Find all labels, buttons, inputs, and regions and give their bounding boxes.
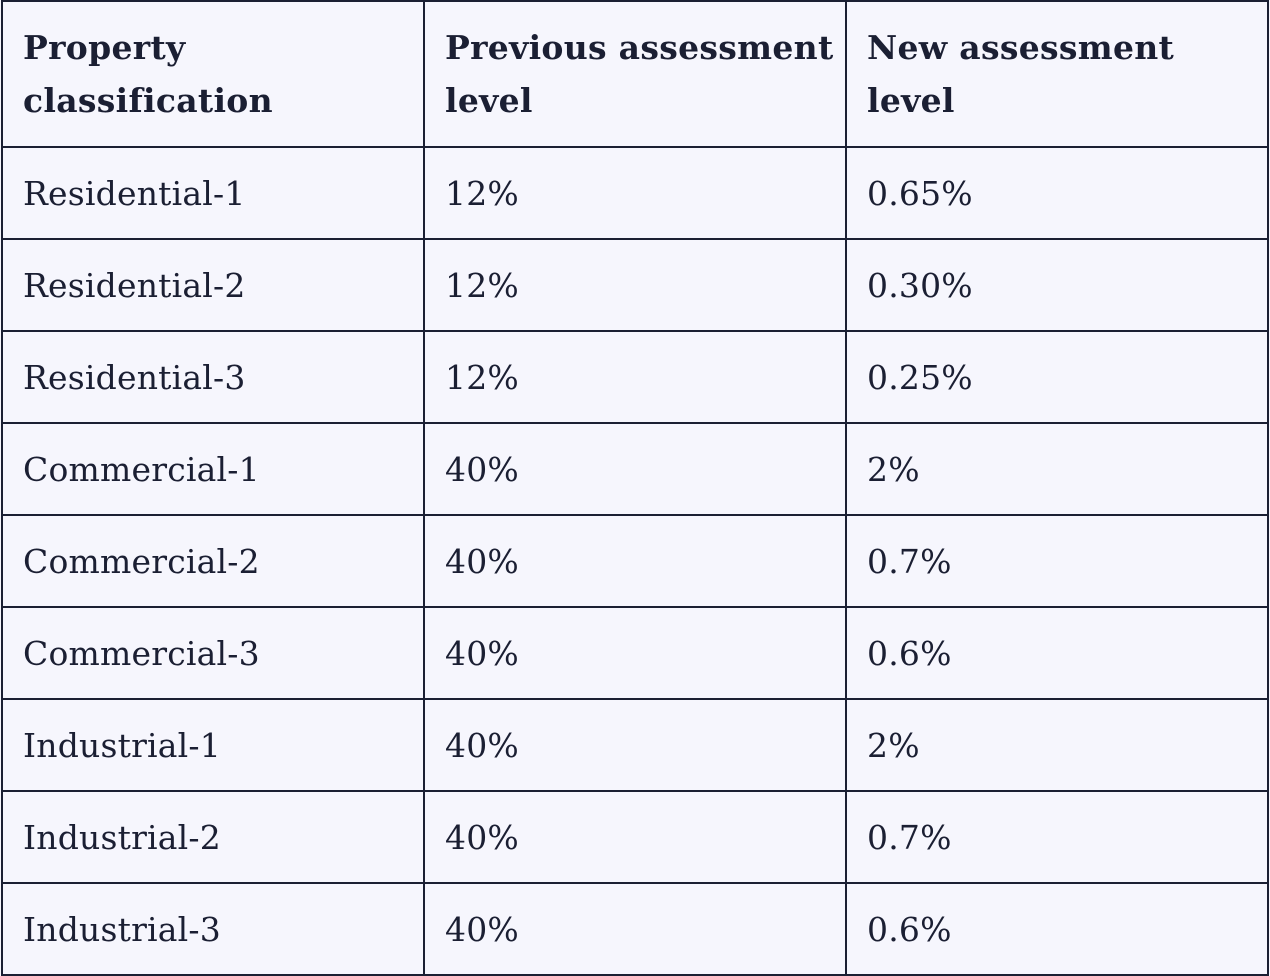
cell-new-level: 0.65% xyxy=(845,146,1269,240)
cell-new-level: 0.6% xyxy=(845,882,1269,976)
cell-previous-level: 40% xyxy=(423,698,847,792)
cell-classification: Commercial-3 xyxy=(1,606,425,700)
table-row: Residential-2 12% 0.30% xyxy=(1,238,1269,332)
cell-classification: Industrial-1 xyxy=(1,698,425,792)
cell-classification: Industrial-2 xyxy=(1,790,425,884)
cell-previous-level: 12% xyxy=(423,330,847,424)
table-row: Commercial-2 40% 0.7% xyxy=(1,514,1269,608)
table-row: Industrial-2 40% 0.7% xyxy=(1,790,1269,884)
table-row: Commercial-3 40% 0.6% xyxy=(1,606,1269,700)
cell-new-level: 0.30% xyxy=(845,238,1269,332)
table-row: Industrial-1 40% 2% xyxy=(1,698,1269,792)
cell-classification: Industrial-3 xyxy=(1,882,425,976)
cell-previous-level: 12% xyxy=(423,238,847,332)
cell-previous-level: 12% xyxy=(423,146,847,240)
cell-previous-level: 40% xyxy=(423,882,847,976)
header-row: Property classification Previous assessm… xyxy=(1,0,1269,148)
cell-classification: Commercial-2 xyxy=(1,514,425,608)
table-row: Industrial-3 40% 0.6% xyxy=(1,882,1269,976)
cell-previous-level: 40% xyxy=(423,790,847,884)
cell-previous-level: 40% xyxy=(423,422,847,516)
table-row: Residential-1 12% 0.65% xyxy=(1,146,1269,240)
cell-new-level: 2% xyxy=(845,698,1269,792)
cell-new-level: 0.25% xyxy=(845,330,1269,424)
header-new-assessment-level: New assessment level xyxy=(845,0,1269,148)
table-row: Residential-3 12% 0.25% xyxy=(1,330,1269,424)
cell-previous-level: 40% xyxy=(423,606,847,700)
cell-new-level: 0.6% xyxy=(845,606,1269,700)
header-property-classification: Property classification xyxy=(1,0,425,148)
table-body: Residential-1 12% 0.65% Residential-2 12… xyxy=(1,146,1269,976)
cell-new-level: 0.7% xyxy=(845,790,1269,884)
header-previous-assessment-level: Previous assessment level xyxy=(423,0,847,148)
table-row: Commercial-1 40% 2% xyxy=(1,422,1269,516)
cell-classification: Residential-3 xyxy=(1,330,425,424)
cell-classification: Residential-2 xyxy=(1,238,425,332)
cell-classification: Commercial-1 xyxy=(1,422,425,516)
cell-new-level: 0.7% xyxy=(845,514,1269,608)
cell-new-level: 2% xyxy=(845,422,1269,516)
table-header: Property classification Previous assessm… xyxy=(1,0,1269,148)
cell-previous-level: 40% xyxy=(423,514,847,608)
cell-classification: Residential-1 xyxy=(1,146,425,240)
